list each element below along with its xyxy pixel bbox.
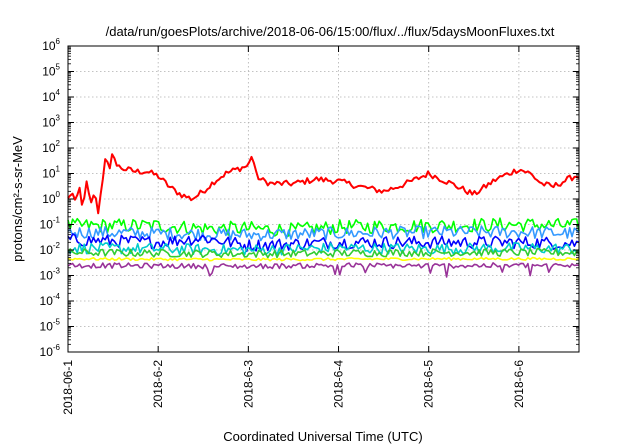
y-tick-base: 10	[42, 39, 56, 53]
y-tick-exponent: -6	[53, 343, 61, 352]
y-tick-label: 104	[42, 88, 60, 104]
y-tick-base: 10	[42, 65, 56, 79]
x-tick-label: 2018-6-5	[422, 360, 436, 408]
y-tick-label: 10-3	[40, 267, 61, 283]
y-axis-label: protons/cm²-s-sr-MeV	[10, 136, 25, 262]
x-tick-label: 2018-6-2	[151, 360, 165, 408]
y-tick-label: 106	[42, 37, 60, 53]
y-tick-exponent: -4	[53, 292, 61, 301]
y-tick-label: 100	[42, 190, 60, 206]
x-tick-labels: 2018-06-1 2018-6-2 2018-6-3 2018-6-4 2018-6-…	[61, 360, 526, 415]
x-tick-label: 2018-06-1	[61, 360, 75, 415]
series-line	[67, 153, 580, 215]
y-tick-label: 105	[42, 63, 60, 79]
y-tick-exponent: -5	[53, 318, 61, 327]
y-tick-base: 10	[42, 192, 56, 206]
series-line	[67, 217, 580, 238]
y-tick-exponent: -2	[53, 241, 61, 250]
y-tick-base: 10	[40, 345, 54, 359]
axis-ticks	[67, 45, 579, 353]
y-tick-label: 10-6	[40, 343, 61, 359]
series-line	[67, 247, 580, 259]
x-tick-label: 2018-6-3	[241, 360, 255, 408]
x-axis-label: Coordinated Universal Time (UTC)	[223, 429, 422, 444]
grid-lines	[68, 46, 579, 352]
y-tick-base: 10	[40, 269, 54, 283]
series-line	[67, 256, 580, 262]
y-tick-label: 10-4	[40, 292, 61, 308]
y-tick-base: 10	[42, 116, 56, 130]
y-tick-label: 101	[42, 165, 60, 181]
y-tick-labels: 10-610-510-410-310-210-11001011021031041…	[40, 37, 61, 359]
y-tick-exponent: 0	[56, 190, 61, 199]
chart-title: /data/run/goesPlots/archive/2018-06-06/1…	[106, 24, 555, 39]
y-tick-label: 10-1	[40, 216, 61, 232]
y-tick-exponent: -1	[53, 216, 61, 225]
x-tick-label: 2018-6-4	[332, 360, 346, 408]
y-tick-exponent: 1	[56, 165, 61, 174]
y-tick-label: 10-5	[40, 318, 61, 334]
y-tick-base: 10	[40, 243, 54, 257]
series-line	[67, 262, 580, 278]
y-tick-base: 10	[40, 218, 54, 232]
series-line	[67, 225, 580, 242]
y-tick-exponent: 6	[56, 37, 61, 46]
y-tick-base: 10	[40, 320, 54, 334]
y-tick-exponent: -3	[53, 267, 61, 276]
y-tick-base: 10	[40, 294, 54, 308]
y-tick-exponent: 4	[56, 88, 61, 97]
y-tick-label: 10-2	[40, 241, 61, 257]
y-tick-exponent: 3	[56, 114, 61, 123]
y-tick-exponent: 5	[56, 63, 61, 72]
y-tick-label: 102	[42, 139, 60, 155]
y-tick-exponent: 2	[56, 139, 61, 148]
y-tick-base: 10	[42, 167, 56, 181]
y-tick-base: 10	[42, 141, 56, 155]
series-layer	[67, 153, 580, 278]
x-tick-label: 2018-6-6	[512, 360, 526, 408]
y-tick-base: 10	[42, 90, 56, 104]
y-tick-label: 103	[42, 114, 60, 130]
